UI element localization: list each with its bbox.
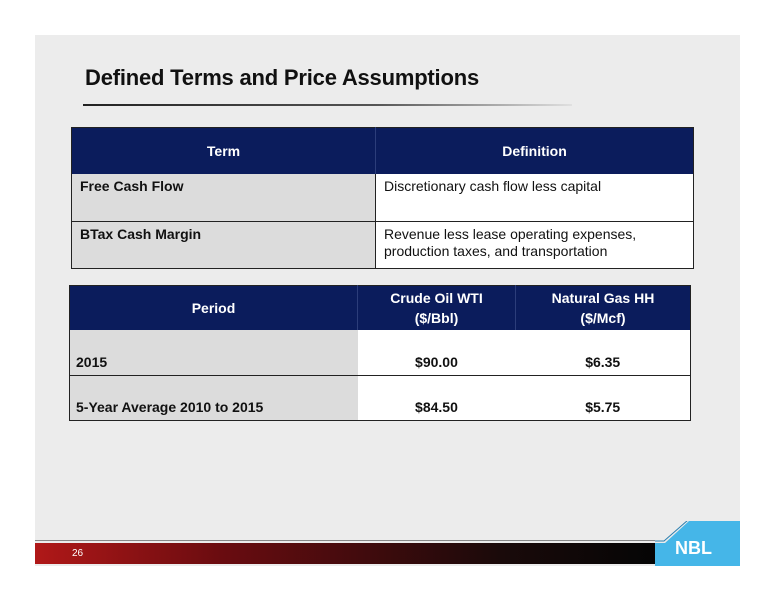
period-cell: 5-Year Average 2010 to 2015 xyxy=(69,375,358,420)
crude-oil-header: Crude Oil WTI ($/Bbl) xyxy=(357,285,516,330)
slide-title: Defined Terms and Price Assumptions xyxy=(85,65,479,90)
definition-header: Definition xyxy=(375,127,694,174)
footer-divider xyxy=(35,540,655,541)
crude-oil-price-cell: $90.00 xyxy=(357,330,516,376)
table-row: 5-Year Average 2010 to 2015 $84.50 $5.75 xyxy=(69,375,691,420)
natural-gas-header: Natural Gas HH ($/Mcf) xyxy=(514,285,691,330)
crude-oil-header-line1: Crude Oil WTI xyxy=(390,290,483,306)
definition-cell: Discretionary cash flow less capital xyxy=(375,174,694,222)
title-underline xyxy=(83,104,572,106)
page-number: 26 xyxy=(72,548,84,559)
crude-oil-header-unit: ($/Bbl) xyxy=(414,310,459,326)
price-header-row: Period Crude Oil WTI ($/Bbl) Natural Gas… xyxy=(69,285,691,330)
logo-badge xyxy=(655,521,740,566)
definition-cell: Revenue less lease operating expenses, p… xyxy=(375,221,694,268)
table-row: BTax Cash Margin Revenue less lease oper… xyxy=(71,221,694,268)
terms-header-row: Term Definition xyxy=(71,127,694,174)
natural-gas-price-cell: $6.35 xyxy=(515,330,691,376)
crude-oil-price-cell: $84.50 xyxy=(357,375,516,420)
table-row: 2015 $90.00 $6.35 xyxy=(69,330,691,376)
term-header: Term xyxy=(71,127,376,174)
natural-gas-header-line1: Natural Gas HH xyxy=(551,290,655,306)
natural-gas-price-cell: $5.75 xyxy=(515,375,691,420)
price-assumptions-table: Period Crude Oil WTI ($/Bbl) Natural Gas… xyxy=(69,285,691,421)
term-cell: Free Cash Flow xyxy=(71,174,376,222)
nbl-logo: NBL xyxy=(655,521,740,566)
term-cell: BTax Cash Margin xyxy=(71,221,376,268)
period-header: Period xyxy=(69,285,358,330)
table-row: Free Cash Flow Discretionary cash flow l… xyxy=(71,174,694,222)
logo-outline xyxy=(655,521,688,542)
period-cell: 2015 xyxy=(69,330,358,376)
terms-table: Term Definition Free Cash Flow Discretio… xyxy=(71,127,694,269)
slide: Defined Terms and Price Assumptions Term… xyxy=(35,35,740,566)
logo-text: NBL xyxy=(675,538,712,558)
natural-gas-header-unit: ($/Mcf) xyxy=(580,310,626,326)
footer-bar xyxy=(35,543,655,564)
